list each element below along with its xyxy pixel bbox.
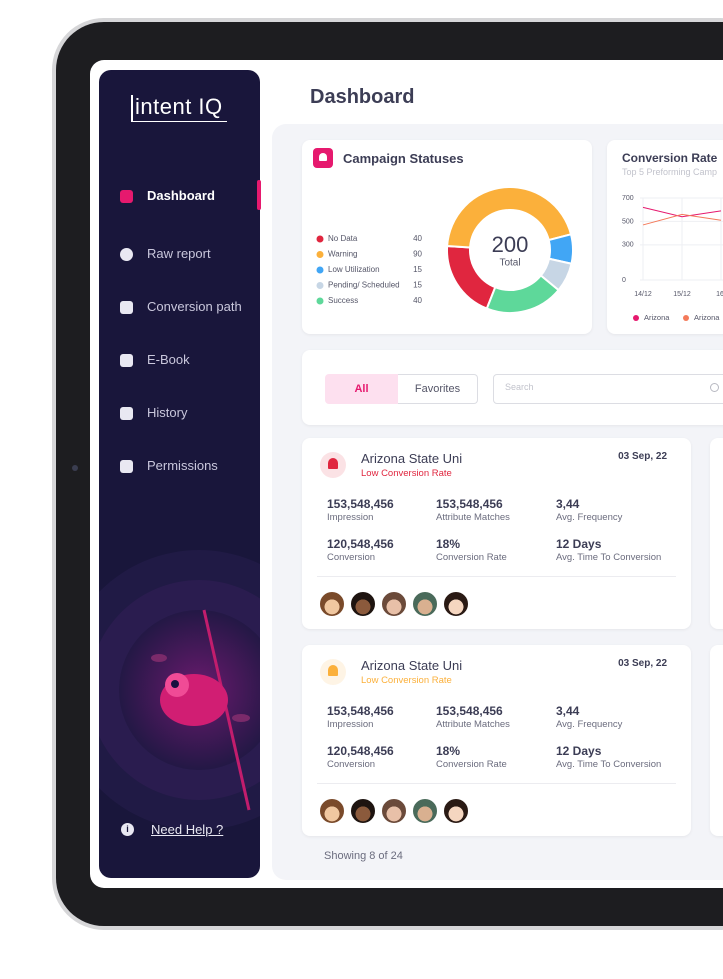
- nav-item[interactable]: History: [147, 405, 188, 420]
- card-status: Low Conversion Rate: [361, 675, 452, 686]
- nav-item[interactable]: Dashboard: [147, 188, 215, 203]
- active-indicator: [257, 180, 261, 210]
- nav-icon: [120, 248, 133, 261]
- metric-label: Conversion Rate: [436, 552, 507, 563]
- tab-all[interactable]: All: [325, 374, 398, 404]
- metric-label: Avg. Frequency: [556, 719, 623, 730]
- search-placeholder: Search: [505, 382, 534, 392]
- chameleon-eye: [171, 680, 179, 688]
- logo: intent IQ: [131, 95, 227, 122]
- page-title: Dashboard: [310, 86, 415, 108]
- campaign-statuses-card: [302, 140, 592, 334]
- help-link[interactable]: Need Help ?: [151, 822, 224, 837]
- pagination-info: Showing 8 of 24: [324, 850, 403, 862]
- metric-value: 120,548,456: [327, 537, 394, 551]
- nav-item[interactable]: Permissions: [147, 458, 218, 473]
- metric-value: 153,548,456: [436, 704, 503, 718]
- campaign-card-clipped: [710, 645, 723, 836]
- search-input[interactable]: [493, 374, 723, 404]
- card-subtitle: Top 5 Preforming Camp: [622, 167, 718, 177]
- metric-label: Impression: [327, 719, 374, 730]
- metric-value: 12 Days: [556, 537, 602, 551]
- avatar: [443, 591, 469, 617]
- leaf: [151, 654, 167, 662]
- sidebar-illustration: [99, 550, 260, 830]
- card-title: Campaign Statuses: [343, 151, 464, 166]
- branch: [202, 609, 251, 811]
- avatar: [381, 798, 407, 824]
- metric-label: Avg. Frequency: [556, 512, 623, 523]
- avatar: [412, 591, 438, 617]
- metric-value: 18%: [436, 744, 461, 758]
- search-icon: [710, 383, 719, 392]
- metric-value: 3,44: [556, 497, 580, 511]
- card-title: Arizona State Uni: [361, 658, 463, 673]
- avatar: [350, 591, 376, 617]
- nav-icon: [120, 354, 133, 367]
- nav-icon: [120, 190, 133, 203]
- metric-value: 3,44: [556, 704, 580, 718]
- metric-label: Conversion Rate: [436, 759, 507, 770]
- metric-value: 153,548,456: [327, 497, 394, 511]
- card-status: Low Conversion Rate: [361, 468, 452, 479]
- metric-value: 153,548,456: [327, 704, 394, 718]
- avatar: [381, 591, 407, 617]
- status-icon: [328, 665, 338, 676]
- nav-icon: [120, 407, 133, 420]
- tab-favorites[interactable]: Favorites: [398, 374, 478, 404]
- metric-label: Impression: [327, 512, 374, 523]
- metric-label: Conversion: [327, 552, 376, 563]
- status-icon: [328, 458, 338, 469]
- card-date: 03 Sep, 22: [618, 658, 667, 669]
- metric-value: 120,548,456: [327, 744, 394, 758]
- nav-item[interactable]: Conversion path: [147, 299, 242, 314]
- card-title: Conversion Rate: [622, 151, 718, 165]
- metric-label: Conversion: [327, 759, 376, 770]
- metric-label: Attribute Matches: [436, 512, 510, 523]
- nav-item[interactable]: E-Book: [147, 352, 190, 367]
- camera: [72, 465, 78, 471]
- card-date: 03 Sep, 22: [618, 451, 667, 462]
- metric-label: Avg. Time To Conversion: [556, 552, 662, 563]
- avatar: [350, 798, 376, 824]
- help-icon: i: [121, 823, 134, 836]
- metric-value: 153,548,456: [436, 497, 503, 511]
- sidebar: [99, 70, 260, 878]
- bell-shape: [319, 153, 327, 161]
- avatar: [412, 798, 438, 824]
- nav-icon: [120, 301, 133, 314]
- divider: [317, 783, 676, 784]
- metric-value: 12 Days: [556, 744, 602, 758]
- leaf: [232, 714, 250, 722]
- nav-item[interactable]: Raw report: [147, 246, 211, 261]
- card-title: Arizona State Uni: [361, 451, 463, 466]
- avatar: [319, 591, 345, 617]
- metric-label: Attribute Matches: [436, 719, 510, 730]
- metric-label: Avg. Time To Conversion: [556, 759, 662, 770]
- avatar: [319, 798, 345, 824]
- conversion-rate-card: [607, 140, 723, 334]
- nav-icon: [120, 460, 133, 473]
- campaign-card-clipped: [710, 438, 723, 629]
- avatar: [443, 798, 469, 824]
- divider: [317, 576, 676, 577]
- metric-value: 18%: [436, 537, 461, 551]
